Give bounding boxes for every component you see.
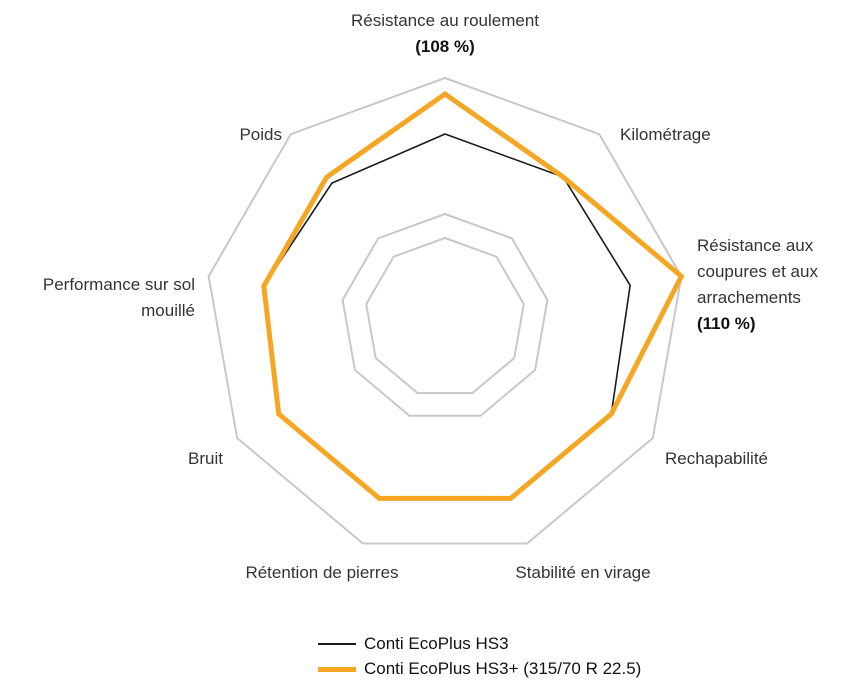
axis-label-text: Résistance aux coupures et aux arracheme… <box>697 236 818 307</box>
legend-label: Conti EcoPlus HS3+ (315/70 R 22.5) <box>364 659 642 678</box>
grid-ring <box>341 212 549 417</box>
axis-label-text: Performance sur sol mouillé <box>42 275 195 320</box>
axis-label-text: Stabilité en virage <box>515 563 651 582</box>
legend-swatch <box>318 666 356 672</box>
axis-label-text: Résistance au roulement <box>350 11 540 30</box>
legend-item: Conti EcoPlus HS3 <box>318 634 509 654</box>
axis-label-text: Rechapabilité <box>665 449 769 468</box>
axis-label: Bruit <box>23 446 223 472</box>
axis-label-text: Rétention de pierres <box>245 563 399 582</box>
axis-label: Poids <box>82 122 282 148</box>
grid-ring <box>365 236 525 395</box>
series-line <box>261 90 685 501</box>
axis-label-text: Poids <box>239 125 282 144</box>
axis-label: Résistance au roulement (108 %) <box>245 8 645 60</box>
axis-label: Rechapabilité <box>665 446 835 472</box>
axis-label-text: Bruit <box>188 449 223 468</box>
axis-label: Résistance aux coupures et aux arracheme… <box>697 233 843 337</box>
value-label: (110 %) <box>697 314 756 333</box>
grid-ring <box>207 76 683 545</box>
axis-label-text: Kilométrage <box>620 125 711 144</box>
axis-label: Stabilité en virage <box>483 560 683 586</box>
axis-label: Kilométrage <box>620 122 820 148</box>
axis-label: Rétention de pierres <box>212 560 432 586</box>
legend-item: Conti EcoPlus HS3+ (315/70 R 22.5) <box>318 659 641 679</box>
axis-label: Performance sur sol mouillé <box>10 272 195 324</box>
value-label: (108 %) <box>415 37 475 56</box>
legend-swatch <box>318 643 356 645</box>
legend-label: Conti EcoPlus HS3 <box>364 634 509 653</box>
